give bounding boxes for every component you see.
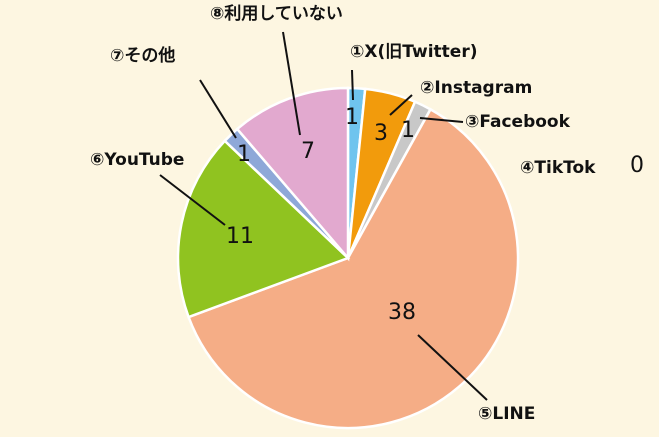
leader-lines	[159, 31, 488, 401]
leader-line	[159, 174, 226, 226]
category-label: ②Instagram	[420, 78, 532, 98]
leader-line	[417, 334, 488, 401]
value-label: 0	[630, 153, 644, 178]
leader-line	[199, 79, 237, 139]
pie-slice	[176, 139, 351, 319]
category-label: ⑧利用していない	[210, 3, 343, 24]
leader-line	[389, 94, 413, 116]
pie-slice	[186, 107, 520, 430]
category-label: ①X(旧Twitter)	[350, 42, 477, 62]
category-label: ④TikTok	[520, 158, 596, 178]
pie-slice	[235, 86, 350, 262]
leader-line	[282, 31, 301, 136]
value-label: 3	[374, 121, 388, 146]
leader-line	[419, 117, 464, 123]
leader-line	[351, 69, 354, 101]
value-label: 1	[345, 105, 359, 130]
category-label: ③Facebook	[465, 112, 571, 132]
category-label: ⑥YouTube	[90, 150, 184, 170]
pie	[176, 86, 520, 430]
value-label: 7	[301, 139, 315, 164]
value-label: 38	[388, 300, 416, 325]
category-label: ⑦その他	[110, 45, 175, 66]
value-label: 11	[226, 224, 254, 249]
category-label: ⑤LINE	[478, 404, 535, 424]
value-label: 1	[401, 118, 415, 143]
value-label: 1	[237, 142, 251, 167]
